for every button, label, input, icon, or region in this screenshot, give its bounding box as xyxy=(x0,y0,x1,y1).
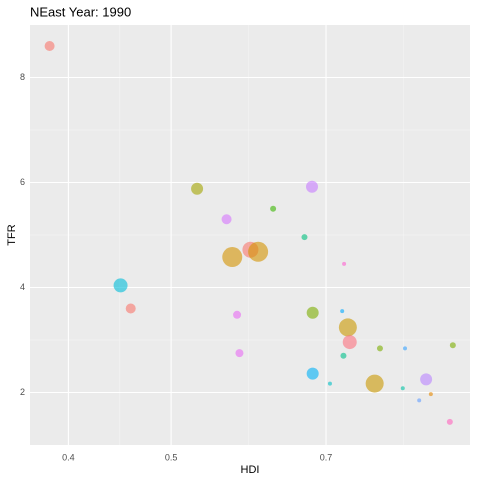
data-point xyxy=(340,309,345,314)
data-point xyxy=(338,318,357,337)
data-point xyxy=(400,386,405,391)
data-point xyxy=(221,214,232,225)
y-tick-label: 2 xyxy=(20,387,25,397)
data-point xyxy=(306,180,319,193)
data-point xyxy=(113,278,128,293)
x-axis-label: HDI xyxy=(241,464,260,476)
y-axis-label: TFR xyxy=(6,224,18,245)
data-point xyxy=(449,342,456,349)
data-point xyxy=(235,349,244,358)
y-tick-label: 6 xyxy=(20,177,25,187)
data-point xyxy=(191,182,204,195)
data-point xyxy=(125,303,136,314)
data-point xyxy=(306,367,319,380)
data-point xyxy=(306,306,319,319)
data-point xyxy=(428,392,433,397)
data-point xyxy=(248,241,269,262)
data-point xyxy=(417,398,422,403)
chart-title: NEast Year: 1990 xyxy=(30,4,131,19)
x-tick-label: 0.7 xyxy=(320,452,333,462)
x-tick-label: 0.5 xyxy=(165,452,178,462)
y-tick-label: 4 xyxy=(20,282,25,292)
data-point xyxy=(376,345,383,352)
data-point xyxy=(233,310,242,319)
data-point xyxy=(342,335,357,350)
data-point xyxy=(270,205,277,212)
x-tick-label: 0.4 xyxy=(62,452,75,462)
data-point xyxy=(222,247,243,268)
y-tick-label: 8 xyxy=(20,72,25,82)
data-point xyxy=(365,374,384,393)
data-point xyxy=(301,234,308,241)
data-point xyxy=(44,41,55,51)
data-point xyxy=(446,418,453,425)
data-point xyxy=(327,381,332,386)
data-point xyxy=(342,261,347,266)
data-point xyxy=(403,346,408,351)
data-point xyxy=(340,352,347,359)
data-point xyxy=(420,373,433,386)
